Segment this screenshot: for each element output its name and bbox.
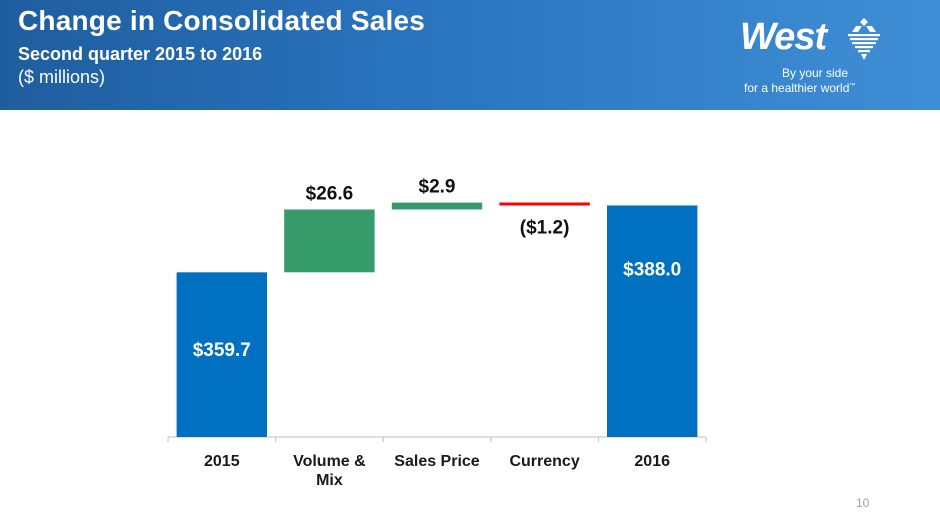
slide-title: Change in Consolidated Sales bbox=[18, 5, 426, 36]
data-label: ($1.2) bbox=[520, 217, 570, 238]
bar-sales-price bbox=[391, 202, 483, 210]
category-label: 2015 bbox=[204, 453, 240, 470]
category-label: Mix bbox=[316, 472, 343, 489]
category-label: 2016 bbox=[634, 453, 670, 470]
data-label: $359.7 bbox=[193, 340, 251, 361]
logo-wordmark: West bbox=[740, 16, 827, 58]
data-label: $26.6 bbox=[306, 183, 354, 204]
diamond-logo-icon bbox=[848, 18, 880, 60]
logo-tagline-line2: for a healthier world™ bbox=[744, 81, 856, 95]
waterfall-chart: $359.7 2015 $26.6 Volume & Mix $2.9 Sales Pric… bbox=[167, 177, 707, 489]
trademark-symbol: ™ bbox=[849, 83, 856, 89]
bar-currency bbox=[499, 202, 590, 206]
bar-2015 bbox=[176, 272, 267, 437]
page-number: 10 bbox=[856, 496, 870, 510]
category-label: Volume & bbox=[293, 453, 366, 470]
bar-2016 bbox=[607, 205, 698, 437]
slide-subtitle: Second quarter 2015 to 2016 bbox=[18, 44, 263, 64]
title-banner: Change in Consolidated Sales Second quar… bbox=[0, 0, 940, 110]
bar-volume-mix bbox=[284, 209, 375, 273]
west-logo: West By your side for a healthier world™ bbox=[738, 14, 928, 104]
data-label: $2.9 bbox=[419, 177, 456, 198]
units-label: ($ millions) bbox=[18, 67, 106, 87]
category-label: Sales Price bbox=[394, 453, 480, 470]
logo-tagline-line1: By your side bbox=[782, 66, 849, 80]
data-label: $388.0 bbox=[623, 259, 681, 280]
category-label: Currency bbox=[509, 453, 579, 470]
